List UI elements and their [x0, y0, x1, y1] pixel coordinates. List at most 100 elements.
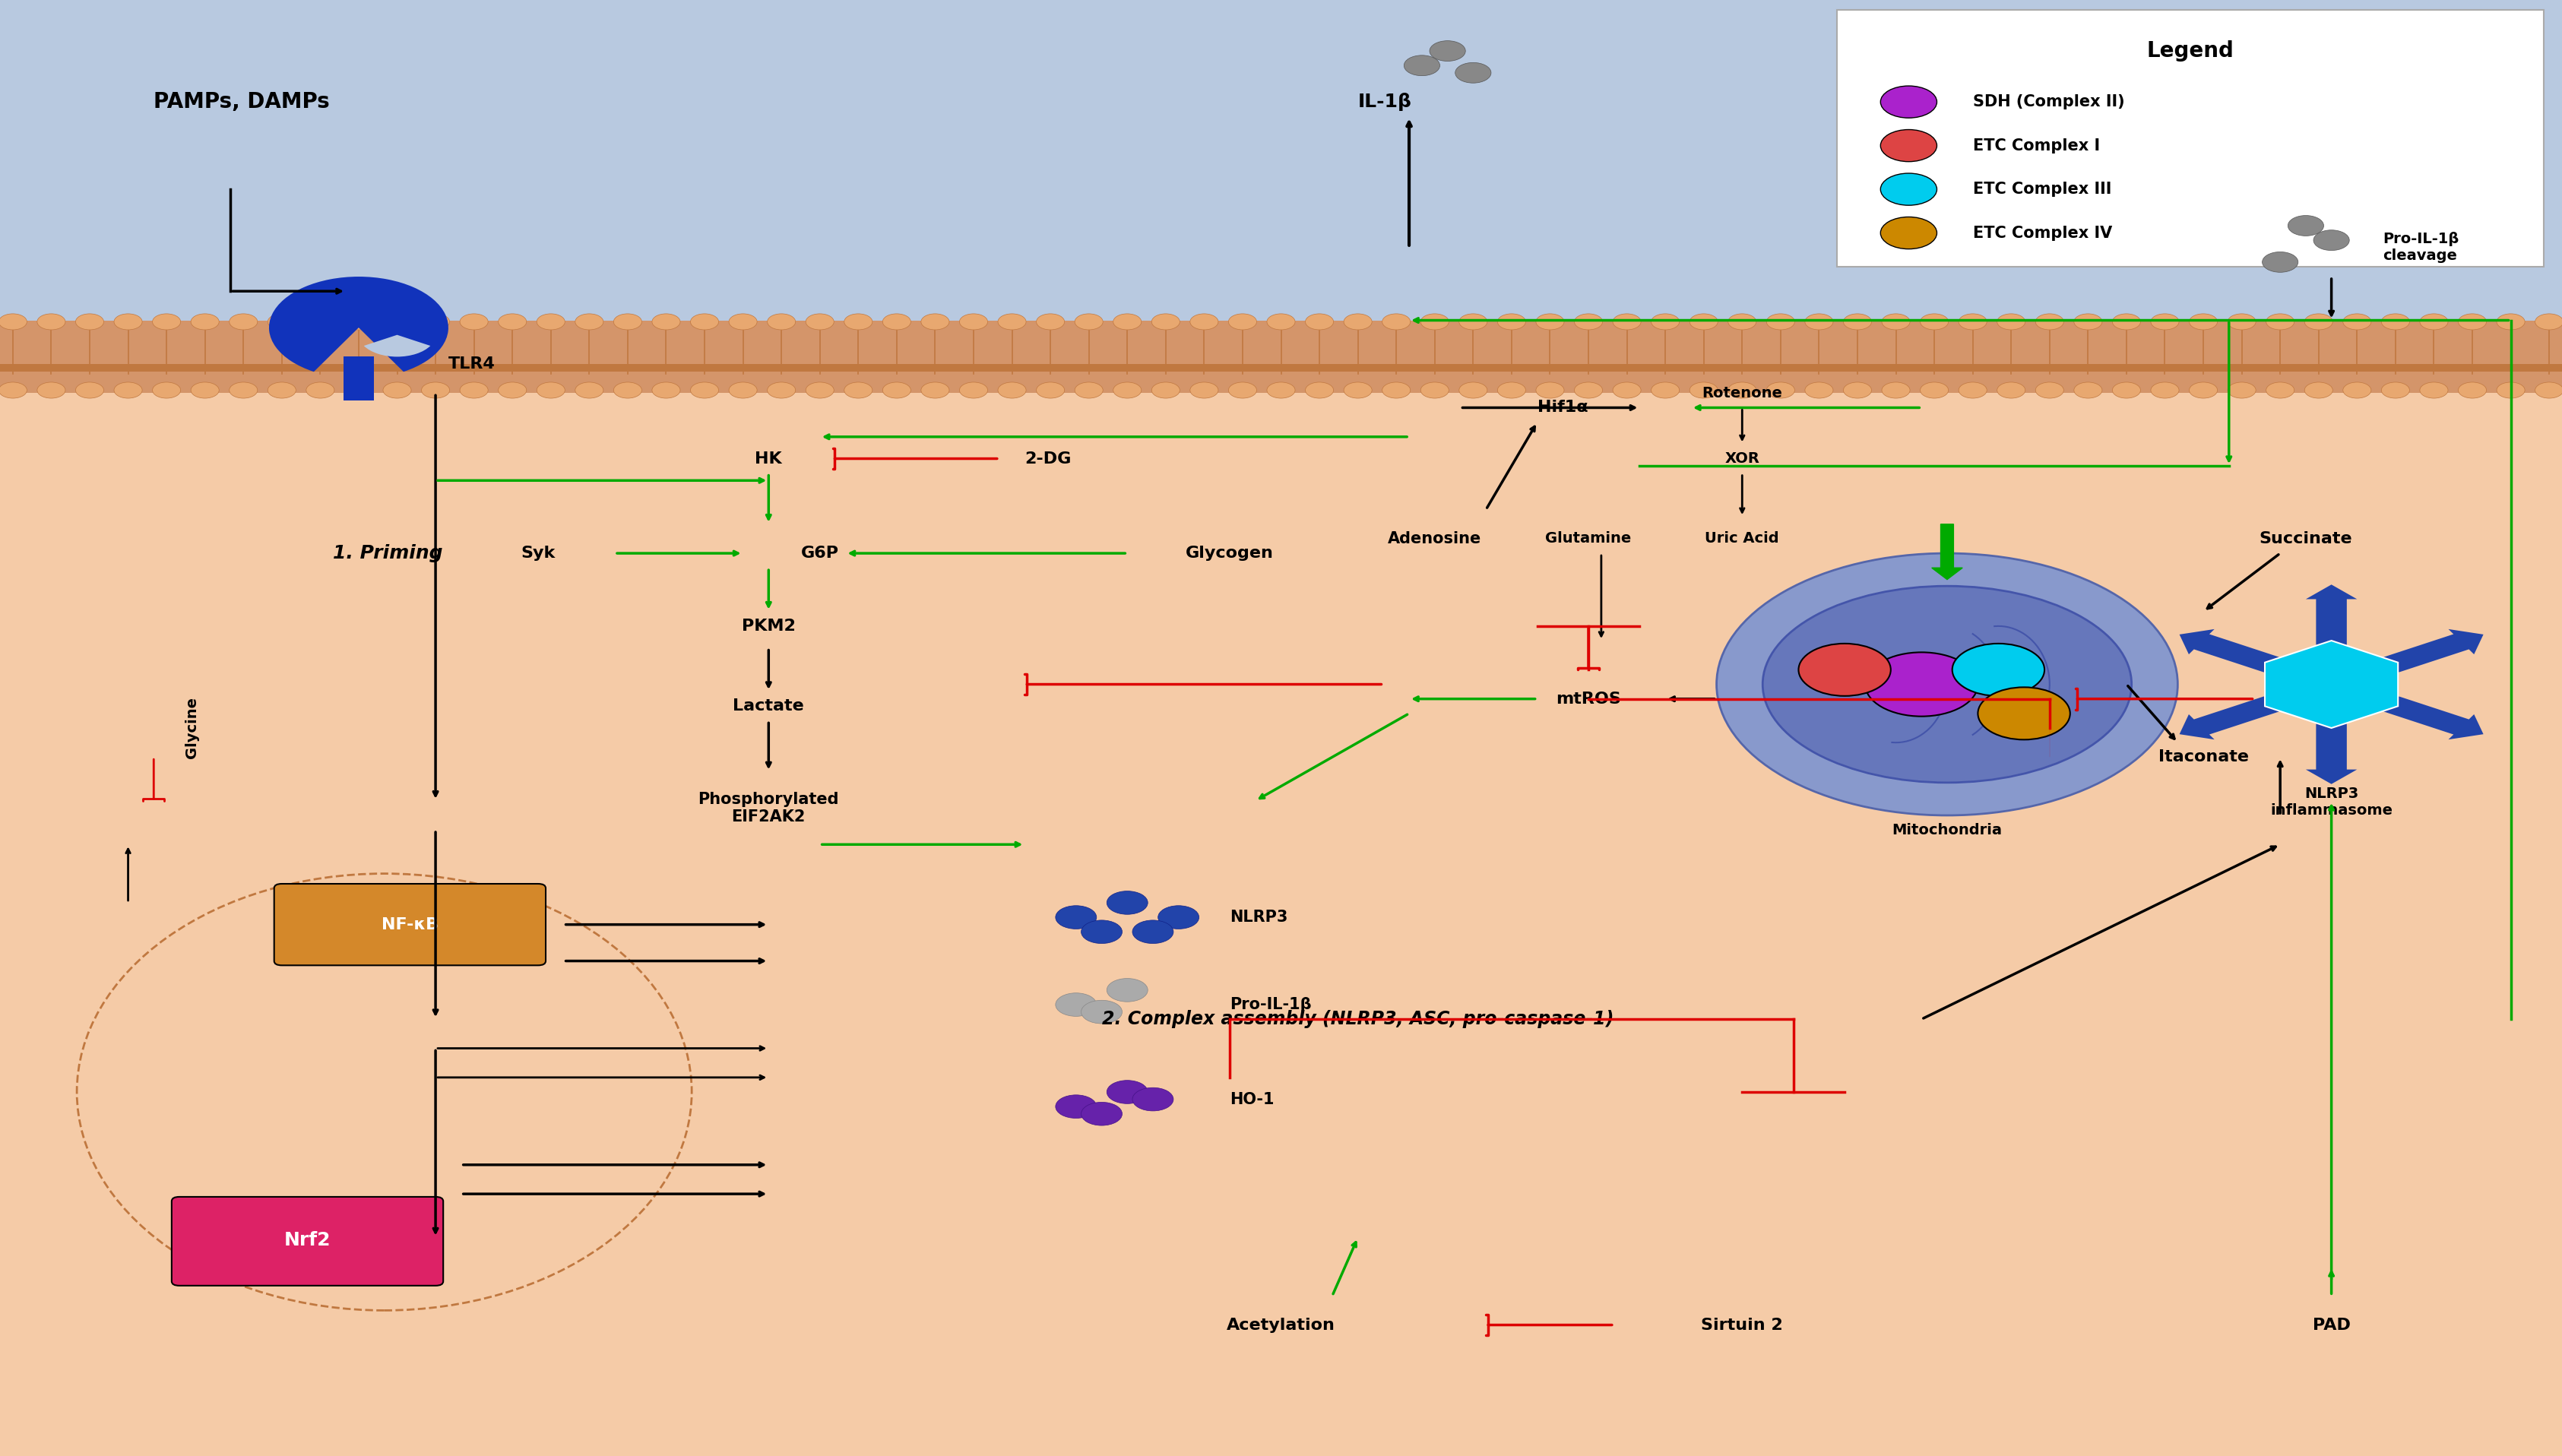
Circle shape [1978, 687, 2070, 740]
Circle shape [423, 314, 451, 331]
Circle shape [1652, 314, 1681, 331]
FancyArrow shape [2306, 584, 2357, 645]
Text: G6P: G6P [802, 546, 838, 561]
FancyBboxPatch shape [274, 884, 546, 965]
Circle shape [1496, 381, 1527, 397]
Circle shape [1729, 314, 1758, 331]
Text: ETC Complex IV: ETC Complex IV [1973, 226, 2111, 240]
Circle shape [804, 314, 835, 331]
Circle shape [190, 314, 220, 331]
Circle shape [1035, 381, 1066, 397]
Circle shape [1922, 381, 1950, 397]
Ellipse shape [1717, 553, 2178, 815]
Circle shape [1865, 652, 1978, 716]
Text: Hif1α: Hif1α [1537, 400, 1588, 415]
Circle shape [36, 314, 67, 331]
Circle shape [115, 314, 143, 331]
Circle shape [574, 381, 605, 397]
Circle shape [2229, 314, 2257, 331]
Circle shape [1881, 381, 1911, 397]
Circle shape [2229, 381, 2257, 397]
Circle shape [2421, 381, 2449, 397]
Circle shape [115, 381, 143, 397]
Circle shape [1922, 314, 1950, 331]
Circle shape [999, 314, 1027, 331]
Circle shape [1112, 314, 1143, 331]
Circle shape [1132, 1088, 1173, 1111]
Text: Syk: Syk [520, 546, 556, 561]
Text: Glycogen: Glycogen [1186, 546, 1273, 561]
Circle shape [1691, 381, 1719, 397]
Text: NLRP3: NLRP3 [1230, 910, 1289, 925]
Circle shape [154, 314, 179, 331]
Circle shape [1230, 381, 1258, 397]
Circle shape [423, 381, 451, 397]
Circle shape [2383, 314, 2411, 331]
Circle shape [1768, 381, 1796, 397]
Circle shape [1107, 978, 1148, 1002]
Circle shape [384, 381, 410, 397]
Circle shape [653, 314, 681, 331]
Circle shape [1881, 314, 1911, 331]
Circle shape [922, 314, 951, 331]
Circle shape [77, 314, 102, 331]
Circle shape [1804, 314, 1834, 331]
Circle shape [1960, 381, 1988, 397]
Circle shape [2495, 381, 2526, 397]
Circle shape [1614, 381, 1642, 397]
Circle shape [1881, 86, 1937, 118]
Text: Legend: Legend [2147, 41, 2234, 61]
Text: mtROS: mtROS [1555, 692, 1622, 706]
Circle shape [2075, 381, 2103, 397]
Circle shape [461, 381, 487, 397]
Circle shape [2306, 314, 2334, 331]
Circle shape [1307, 314, 1335, 331]
Circle shape [2460, 381, 2488, 397]
Circle shape [500, 381, 528, 397]
Circle shape [1881, 130, 1937, 162]
Circle shape [1614, 314, 1642, 331]
Circle shape [1307, 381, 1335, 397]
Circle shape [574, 314, 605, 331]
Text: Succinate: Succinate [2260, 531, 2352, 546]
Circle shape [1952, 644, 2044, 696]
Text: HK: HK [756, 451, 781, 466]
Circle shape [384, 314, 410, 331]
Circle shape [1998, 381, 2027, 397]
Circle shape [2344, 314, 2372, 331]
Circle shape [769, 314, 797, 331]
Circle shape [1960, 314, 1988, 331]
Circle shape [1419, 314, 1450, 331]
Circle shape [958, 381, 989, 397]
Circle shape [538, 314, 564, 331]
Circle shape [1132, 920, 1173, 943]
Circle shape [1266, 381, 1296, 397]
Circle shape [231, 381, 256, 397]
Circle shape [999, 381, 1027, 397]
Circle shape [461, 314, 487, 331]
Bar [0, 364, 2562, 371]
Circle shape [730, 381, 758, 397]
Circle shape [343, 314, 374, 331]
Circle shape [1112, 381, 1143, 397]
FancyBboxPatch shape [172, 1197, 443, 1286]
Circle shape [269, 314, 297, 331]
Circle shape [615, 381, 640, 397]
Text: Nrf2: Nrf2 [284, 1232, 330, 1249]
Circle shape [2037, 314, 2065, 331]
Circle shape [1691, 314, 1719, 331]
Text: 1. Priming: 1. Priming [333, 545, 443, 562]
Text: PAMPs, DAMPs: PAMPs, DAMPs [154, 92, 330, 112]
Circle shape [769, 381, 797, 397]
Circle shape [154, 381, 179, 397]
Circle shape [2495, 314, 2526, 331]
Circle shape [1573, 314, 1604, 331]
Circle shape [1430, 41, 1465, 61]
Circle shape [2313, 230, 2349, 250]
Circle shape [1419, 381, 1450, 397]
Text: SDH (Complex II): SDH (Complex II) [1973, 95, 2124, 109]
Circle shape [653, 381, 681, 397]
Text: Glutamine: Glutamine [1545, 531, 1632, 546]
Circle shape [1845, 381, 1870, 397]
Circle shape [1230, 314, 1258, 331]
